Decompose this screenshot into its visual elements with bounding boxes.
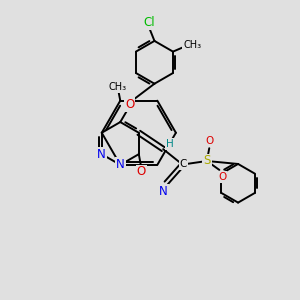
Text: C: C xyxy=(179,159,187,169)
Text: H: H xyxy=(166,139,174,149)
Text: O: O xyxy=(218,172,226,182)
Text: Cl: Cl xyxy=(143,16,155,29)
Text: O: O xyxy=(136,166,146,178)
Text: N: N xyxy=(98,148,106,161)
Text: O: O xyxy=(205,136,213,146)
Text: O: O xyxy=(125,98,134,111)
Text: CH₃: CH₃ xyxy=(109,82,127,92)
Text: CH₃: CH₃ xyxy=(183,40,201,50)
Text: N: N xyxy=(159,185,168,198)
Text: N: N xyxy=(116,158,125,171)
Text: S: S xyxy=(203,154,211,167)
